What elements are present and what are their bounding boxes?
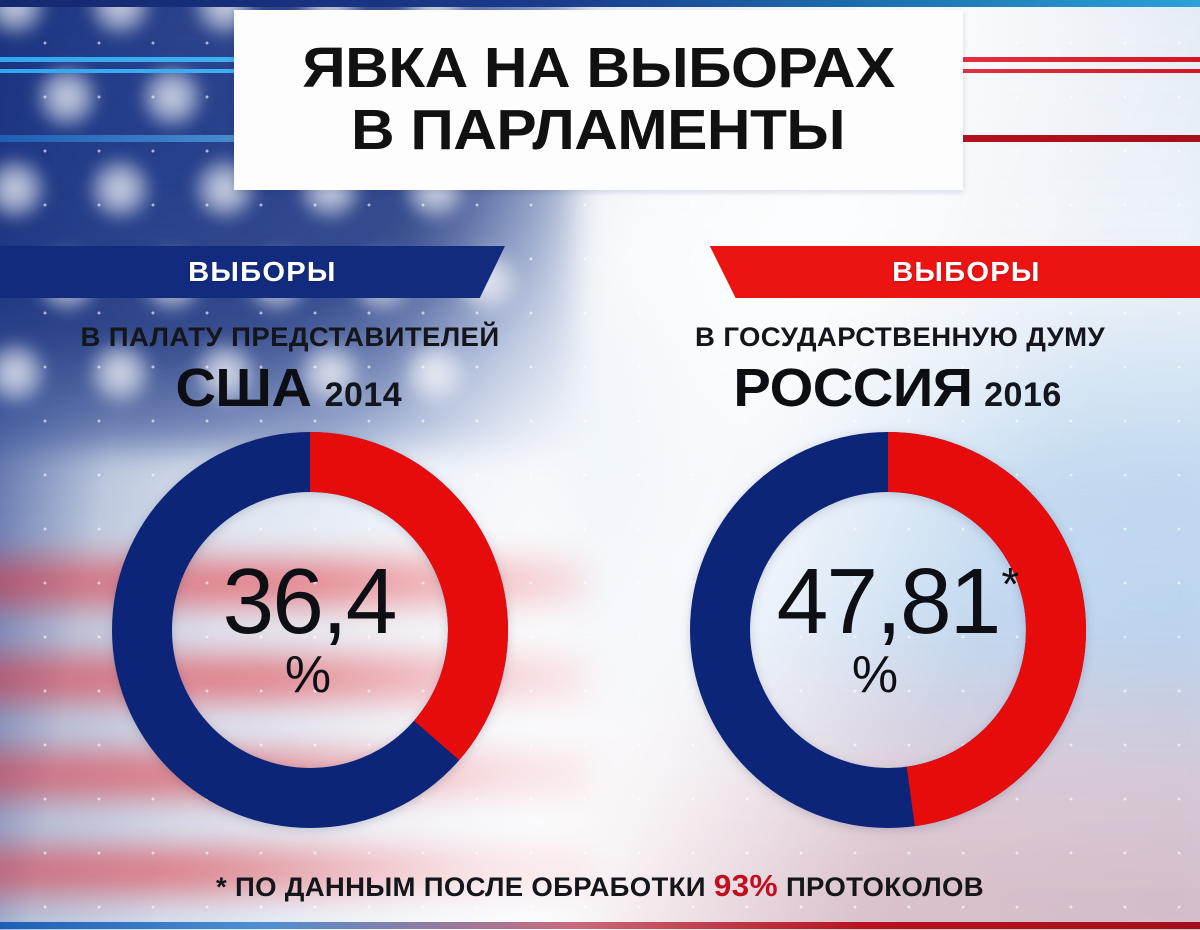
- donut-usa-turnout-arc: [112, 432, 508, 828]
- title-line-2: В ПАРЛАМЕНТЫ: [351, 98, 847, 162]
- donut-russia-turnout-arc: [690, 432, 1086, 828]
- chamber-usa: В ПАЛАТУ ПРЕДСТАВИТЕЛЕЙ: [80, 322, 500, 352]
- banner-usa: ВЫБОРЫ: [0, 246, 505, 298]
- title-line-1: ЯВКА НА ВЫБОРАХ: [302, 36, 895, 101]
- chamber-russia: В ГОСУДАРСТВЕННУЮ ДУМУ: [694, 322, 1106, 352]
- country-row-russia: РОССИЯ 2016: [600, 357, 1200, 419]
- year-usa: 2014: [324, 376, 403, 414]
- footnote-highlight: 93%: [713, 868, 778, 903]
- flag-rule-4: [0, 922, 1200, 929]
- column-russia-heading: В ГОСУДАРСТВЕННУЮ ДУМУ РОССИЯ 2016: [600, 322, 1200, 419]
- year-russia: 2016: [984, 376, 1062, 414]
- banner-usa-label: ВЫБОРЫ: [188, 256, 337, 287]
- banner-russia: ВЫБОРЫ: [709, 246, 1200, 298]
- donut-russia-svg: [690, 432, 1086, 828]
- country-usa: США: [175, 358, 312, 418]
- footnote-suffix: ПРОТОКОЛОВ: [777, 872, 984, 902]
- footnote: * ПО ДАННЫМ ПОСЛЕ ОБРАБОТКИ 93% ПРОТОКОЛ…: [0, 868, 1200, 904]
- donut-usa-svg: [112, 432, 508, 828]
- donut-chart-russia: 47,81 * %: [690, 432, 1086, 828]
- country-russia: РОССИЯ: [733, 358, 974, 418]
- top-edge-bar: [0, 0, 1200, 7]
- page-title: ЯВКА НА ВЫБОРАХ В ПАРЛАМЕНТЫ: [234, 10, 963, 190]
- column-usa-heading: В ПАЛАТУ ПРЕДСТАВИТЕЛЕЙ США 2014: [0, 322, 590, 419]
- banner-russia-label: ВЫБОРЫ: [891, 256, 1041, 287]
- country-row-usa: США 2014: [0, 357, 590, 419]
- donut-chart-usa: 36,4 %: [112, 432, 508, 828]
- footnote-prefix: * ПО ДАННЫМ ПОСЛЕ ОБРАБОТКИ: [216, 872, 714, 902]
